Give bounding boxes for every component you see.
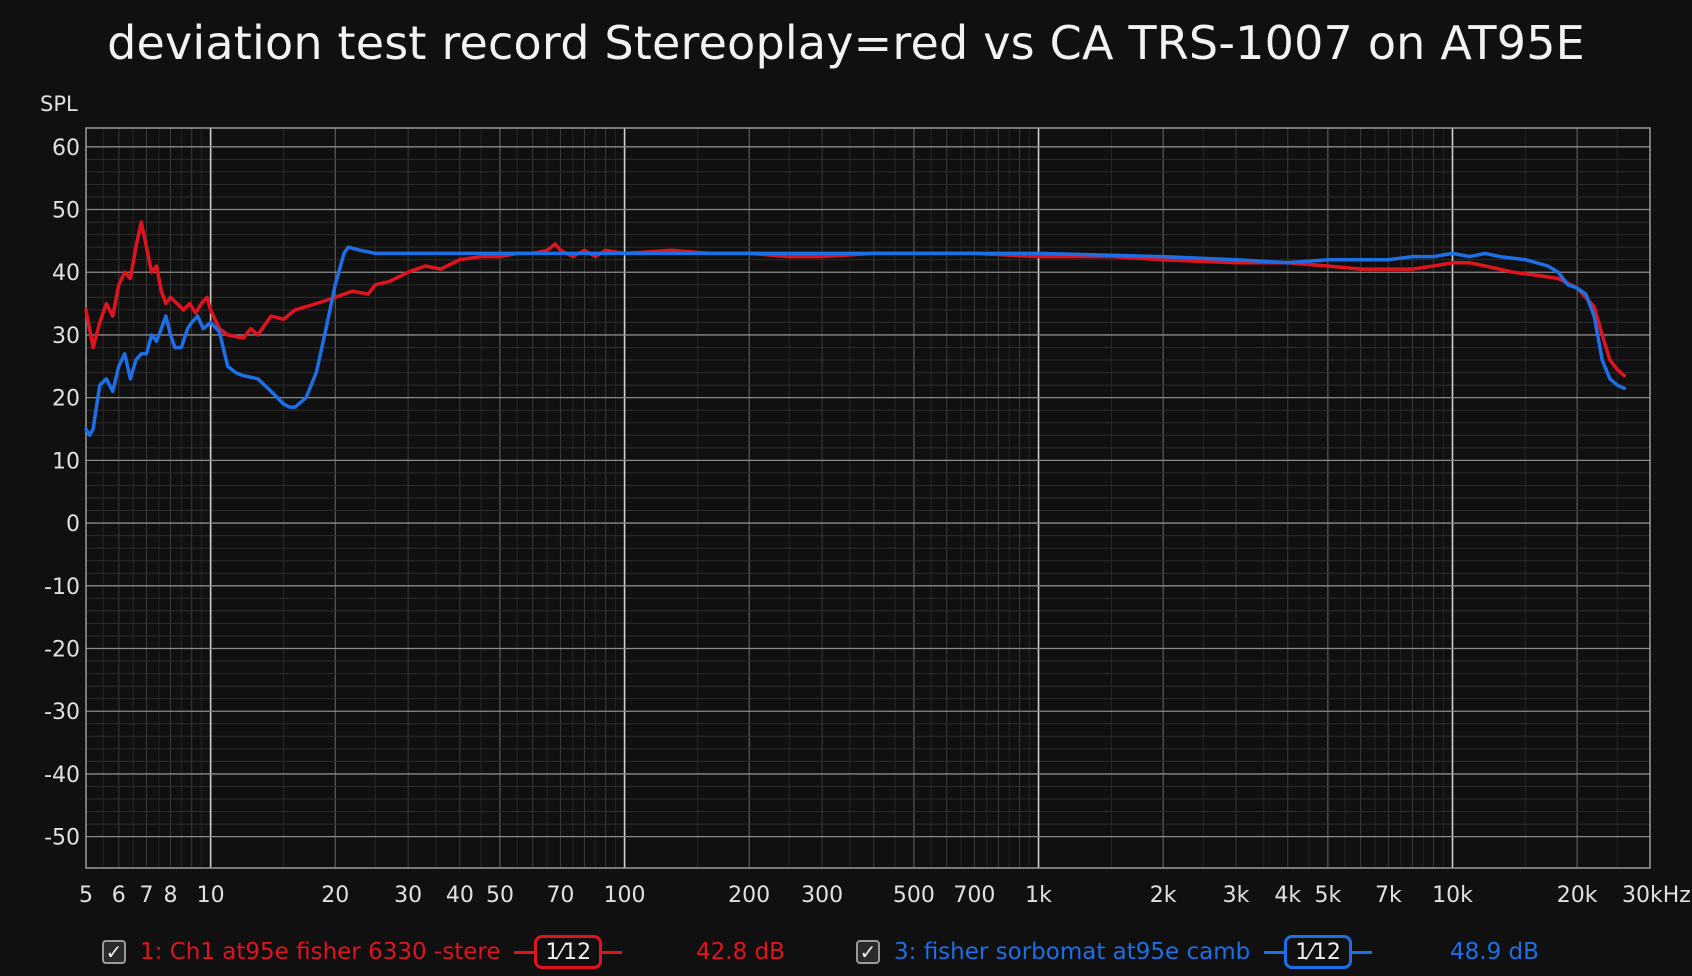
x-tick-label: 30 — [394, 883, 422, 908]
y-tick-label: 10 — [52, 449, 80, 474]
series-2-name[interactable]: 3: fisher sorbomat at95e camb — [894, 939, 1251, 965]
x-tick-label: 20 — [321, 883, 349, 908]
series-1-name[interactable]: 1: Ch1 at95e fisher 6330 -stere — [140, 939, 501, 965]
minor-grid — [85, 128, 1651, 868]
y-tick-label: 50 — [52, 199, 80, 224]
series-1-smoothing-label: 1⁄12 — [534, 935, 603, 969]
series-1-line — [84, 220, 1627, 378]
y-tick-label: -50 — [44, 826, 80, 851]
x-tick-label: 7k — [1375, 883, 1402, 908]
series-2-smoothing-label: 1⁄12 — [1284, 935, 1352, 969]
plot-frame — [85, 127, 1651, 869]
x-tick-label: 1k — [1025, 883, 1052, 908]
legend-entry-2[interactable]: ✓ 3: fisher sorbomat at95e camb 1⁄12 — [856, 934, 1372, 970]
y-tick-label: -20 — [44, 638, 80, 663]
y-tick-label: -40 — [44, 763, 80, 788]
y-tick-label: 60 — [52, 136, 80, 161]
series-1-line-swatch — [514, 950, 535, 954]
x-tick-label: 6 — [112, 883, 126, 908]
x-tick-label: 20k — [1557, 883, 1598, 908]
x-tick-label: 500 — [893, 883, 935, 908]
series-lines — [84, 220, 1627, 438]
series-2-smoothing-button[interactable]: 1⁄12 — [1264, 935, 1372, 969]
x-tick-label: 2k — [1150, 883, 1177, 908]
series-1-smoothing-button[interactable]: 1⁄12 — [514, 935, 623, 969]
x-tick-label: 300 — [801, 883, 843, 908]
series-1-line-swatch-right — [602, 950, 623, 954]
x-tick-label: 7 — [139, 883, 153, 908]
x-tick-label: 5 — [79, 883, 93, 908]
x-axis-ticks: 5 6 7 8 10 20 30 40 50 70 100 200 300 500 700 1k 2k 3k 4k 5… — [79, 883, 1691, 908]
legend-entry-1[interactable]: ✓ 1: Ch1 at95e fisher 6330 -stere 1⁄12 — [102, 934, 623, 970]
y-tick-label: -30 — [44, 700, 80, 725]
x-tick-label: 10 — [197, 883, 225, 908]
series-2-line-swatch — [1264, 950, 1285, 954]
y-axis-ticks: 60 50 40 30 20 10 0 -10 -20 -30 -40 -50 — [44, 136, 80, 851]
x-tick-label: 100 — [604, 883, 646, 908]
x-tick-label: 70 — [546, 883, 574, 908]
y-tick-label: 30 — [52, 324, 80, 349]
series-2-checkbox[interactable]: ✓ — [856, 940, 880, 964]
major-grid — [86, 128, 1650, 868]
x-tick-label: 3k — [1223, 883, 1250, 908]
series-2-line-swatch-right — [1351, 950, 1372, 954]
x-tick-label: 5k — [1315, 883, 1342, 908]
x-tick-label: 50 — [486, 883, 514, 908]
chart-title: deviation test record Stereoplay=red vs … — [107, 16, 1585, 70]
x-tick-label: 40 — [446, 883, 474, 908]
series-1-value: 42.8 dB — [696, 939, 785, 965]
series-1-checkbox[interactable]: ✓ — [102, 940, 126, 964]
x-tick-label: 4k — [1274, 883, 1301, 908]
y-axis-label: SPL — [40, 92, 78, 116]
x-tick-label: 10k — [1432, 883, 1473, 908]
x-tick-label: 700 — [953, 883, 995, 908]
series-2-value: 48.9 dB — [1450, 939, 1539, 965]
x-tick-label: 8 — [163, 883, 177, 908]
y-tick-label: 0 — [66, 512, 80, 537]
series-2-line — [84, 245, 1627, 438]
y-tick-label: 40 — [52, 261, 80, 286]
y-tick-label: 20 — [52, 387, 80, 412]
x-tick-label: 200 — [728, 883, 770, 908]
y-tick-label: -10 — [44, 575, 80, 600]
x-tick-label: 30kHz — [1622, 883, 1691, 908]
